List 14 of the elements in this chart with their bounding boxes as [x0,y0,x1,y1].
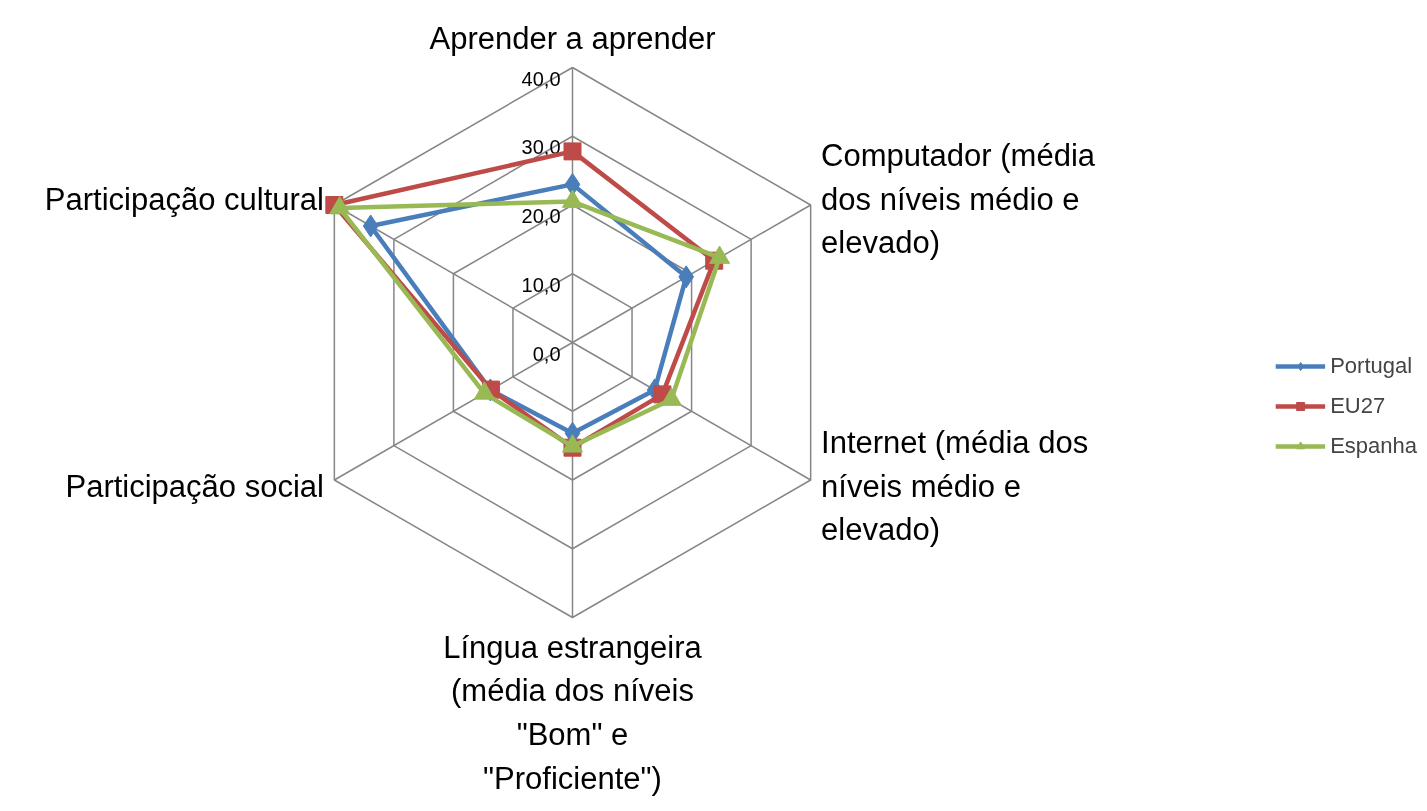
spoke-label: Participação cultural [44,181,324,217]
y-tick-label: 30,0 [521,136,561,159]
spoke-label: Internet (média dos níveis médio e elevado) [821,424,1089,548]
legend-label: Portugal [1330,352,1413,379]
spoke-label: Aprender a aprender [429,20,716,56]
y-tick-label: 10,0 [521,273,561,296]
y-tick-label: 40,0 [521,67,561,90]
legend-label: Espanha [1330,432,1417,459]
legend-label: EU27 [1330,392,1386,419]
spoke-label: Língua estrangeira (média dos níveis "Bom" e "Proficiente") [443,629,703,796]
y-tick-label: 20,0 [521,205,561,227]
spoke-label: Participação social [65,468,324,504]
spoke-label: Computador (média dos níveis médio e elevado) [821,137,1096,261]
y-tick-label: 0,0 [532,342,561,365]
